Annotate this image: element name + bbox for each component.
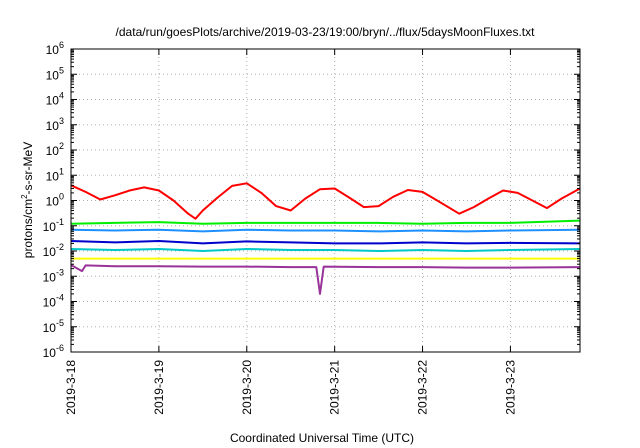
y-tick-base: 10 xyxy=(46,169,60,183)
series-line-2 xyxy=(70,219,581,225)
x-tick-label: 2019-3-21 xyxy=(328,360,342,415)
y-tick-base: 10 xyxy=(43,245,57,259)
y-tick-label: 10-6 xyxy=(43,343,64,360)
y-tick-label: 101 xyxy=(46,166,64,183)
y-tick-exponent: -3 xyxy=(56,267,64,277)
y-tick-label: 103 xyxy=(46,116,64,133)
series-line-4 xyxy=(70,240,581,245)
y-tick-exponent: -5 xyxy=(56,318,64,328)
series-line-7 xyxy=(70,264,581,295)
y-tick-base: 10 xyxy=(43,321,57,335)
y-tick-exponent: -1 xyxy=(56,217,64,227)
y-axis-label: protons/cm2-s-sr-MeV xyxy=(20,142,35,258)
y-tick-label: 100 xyxy=(46,192,64,209)
y-tick-label: 10-3 xyxy=(43,267,64,284)
y-tick-exponent: -4 xyxy=(56,293,64,303)
y-tick-exponent: 3 xyxy=(59,116,64,126)
y-tick-base: 10 xyxy=(43,220,57,234)
y-tick-base: 10 xyxy=(46,195,60,209)
y-tick-exponent: -6 xyxy=(56,343,64,353)
x-tick-label: 2019-3-20 xyxy=(240,360,254,415)
y-tick-label: 10-4 xyxy=(43,293,64,310)
y-tick-base: 10 xyxy=(46,144,60,158)
y-tick-base: 10 xyxy=(43,270,57,284)
y-tick-exponent: 1 xyxy=(59,166,64,176)
y-tick-label: 104 xyxy=(46,91,64,108)
series-line-3 xyxy=(70,228,581,233)
ticks: 10-610-510-410-310-210-11001011021031041… xyxy=(43,40,580,415)
x-tick-label: 2019-3-19 xyxy=(152,360,166,415)
x-axis-label: Coordinated Universal Time (UTC) xyxy=(230,431,414,445)
y-tick-label: 102 xyxy=(46,141,64,158)
y-tick-base: 10 xyxy=(43,346,57,360)
y-tick-exponent: 4 xyxy=(59,91,64,101)
y-tick-label: 10-1 xyxy=(43,217,64,234)
y-tick-base: 10 xyxy=(46,94,60,108)
y-tick-exponent: 5 xyxy=(59,65,64,75)
series-line-1 xyxy=(70,182,581,220)
x-tick-label: 2019-3-18 xyxy=(64,360,78,415)
y-tick-base: 10 xyxy=(46,43,60,57)
x-tick-label: 2019-3-22 xyxy=(416,360,430,415)
y-tick-label: 10-2 xyxy=(43,242,64,259)
y-tick-exponent: -2 xyxy=(56,242,64,252)
y-axis-label-superscript: 2 xyxy=(20,194,29,199)
y-tick-exponent: 2 xyxy=(59,141,64,151)
y-tick-base: 10 xyxy=(46,119,60,133)
y-axis-label-suffix: -s-sr-MeV xyxy=(21,142,35,195)
y-tick-base: 10 xyxy=(43,296,57,310)
y-tick-label: 10-5 xyxy=(43,318,64,335)
x-tick-label: 2019-3-23 xyxy=(503,360,517,415)
y-tick-label: 105 xyxy=(46,65,64,82)
series-layer xyxy=(70,182,581,295)
chart-title: /data/run/goesPlots/archive/2019-03-23/1… xyxy=(116,25,536,39)
y-axis-label-prefix: protons/cm xyxy=(21,199,35,258)
y-tick-base: 10 xyxy=(46,68,60,82)
series-line-5 xyxy=(70,248,581,252)
y-tick-label: 106 xyxy=(46,40,64,57)
y-tick-exponent: 0 xyxy=(59,192,64,202)
y-tick-exponent: 6 xyxy=(59,40,64,50)
